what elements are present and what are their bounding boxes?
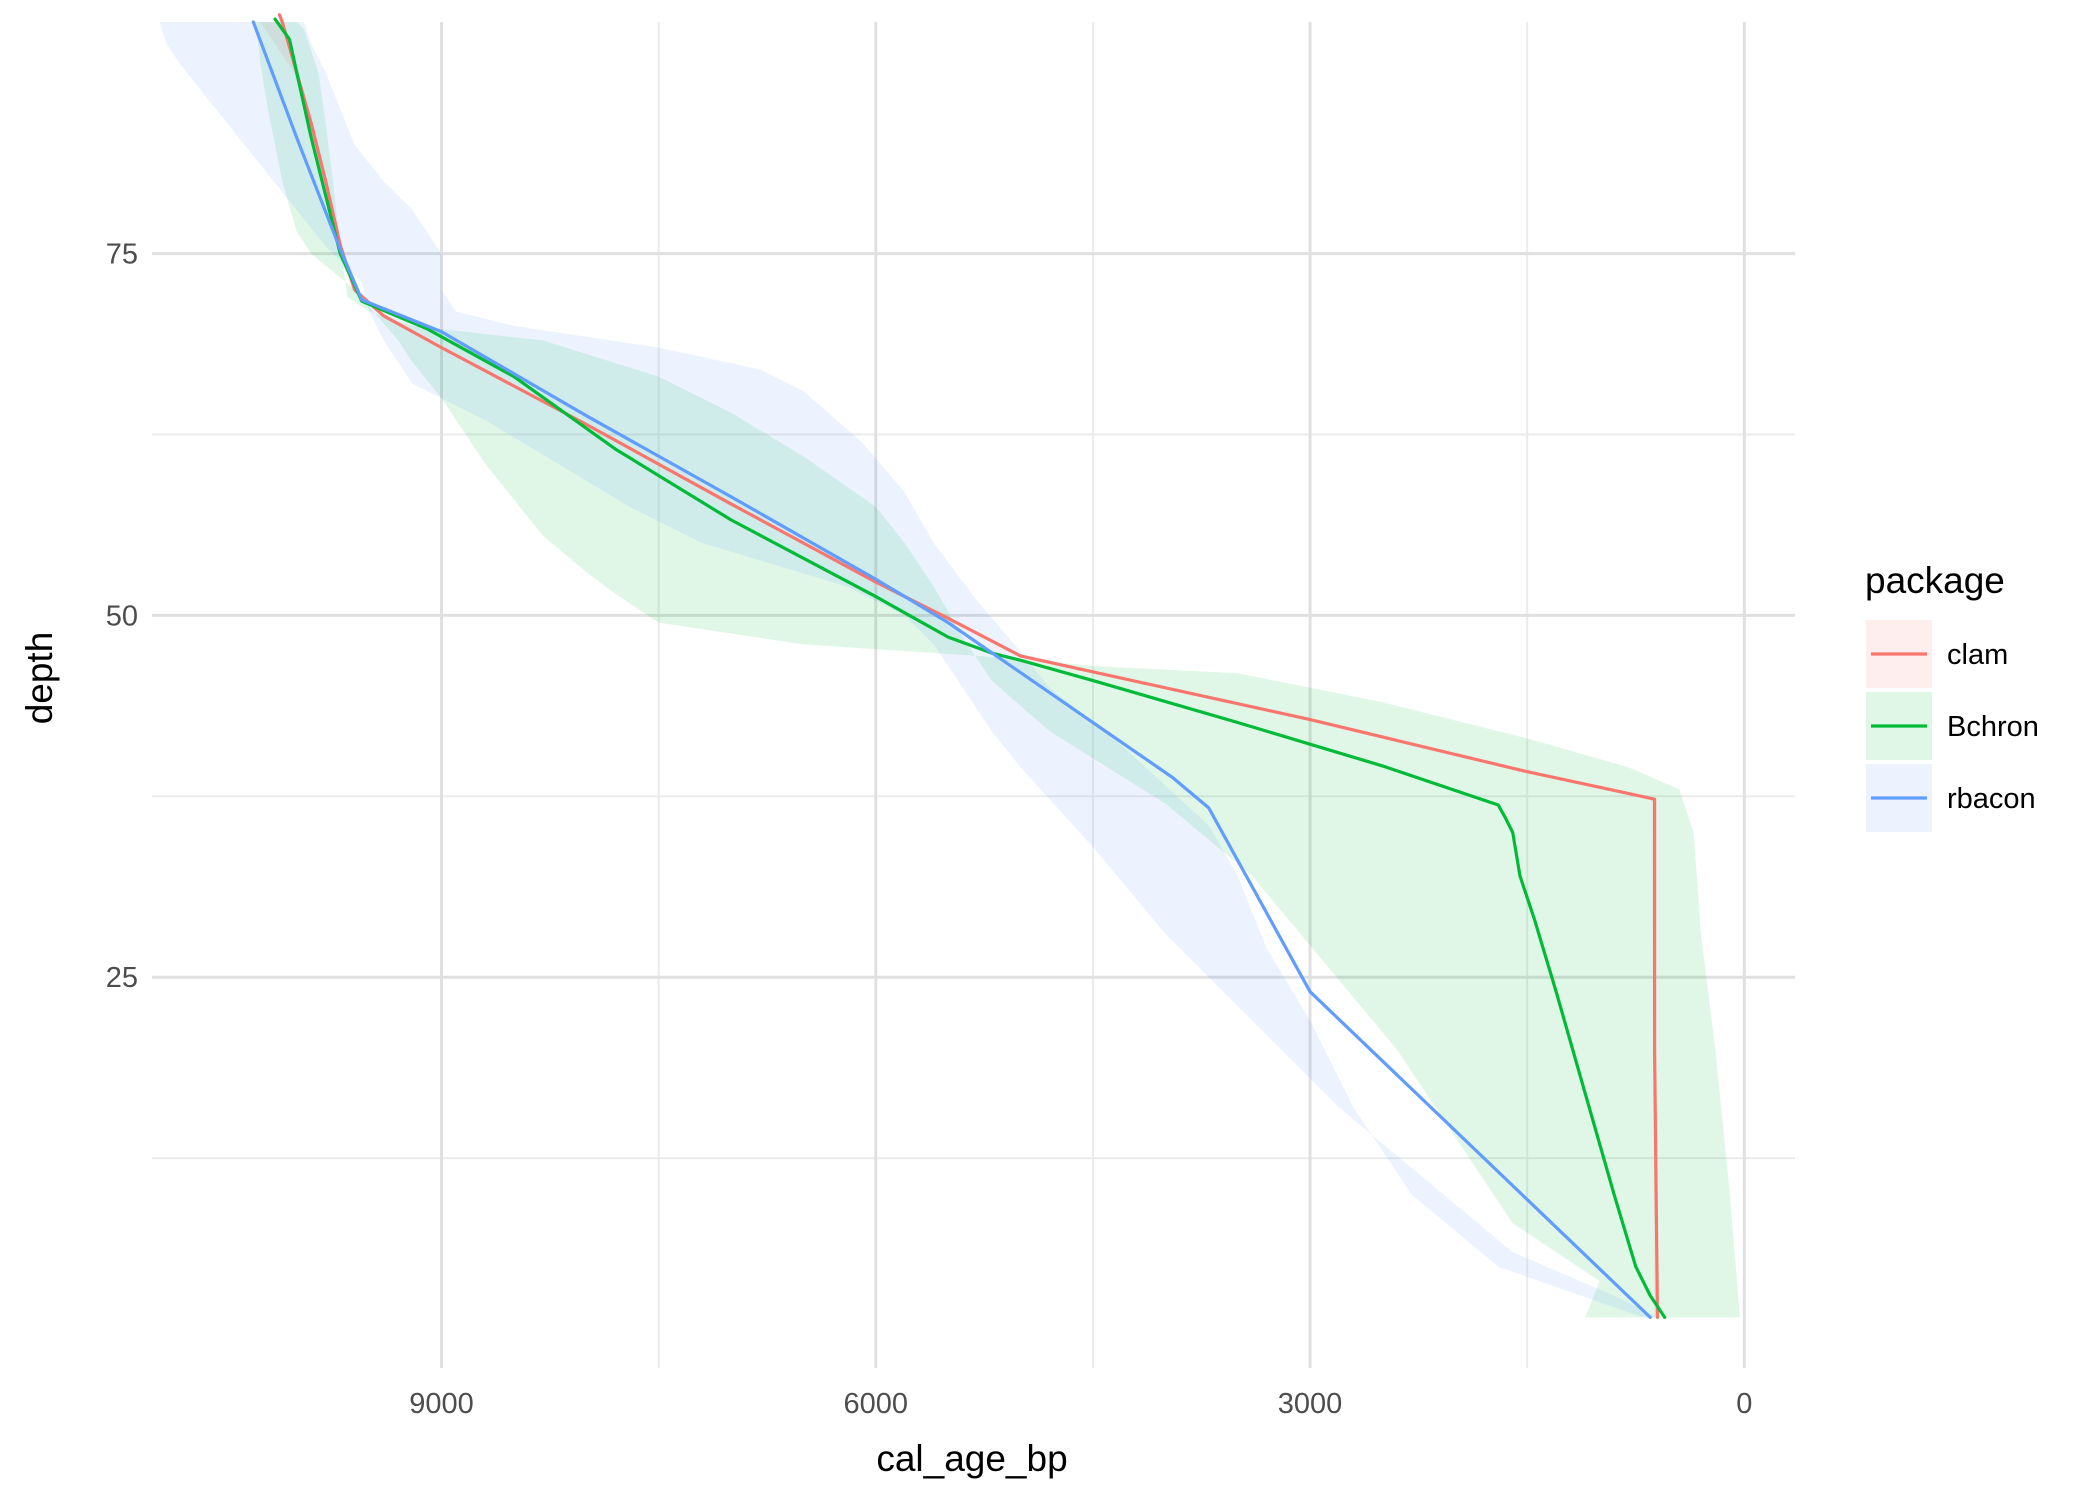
x-tick-label: 3000	[1278, 1388, 1343, 1420]
legend-label-bchron: Bchron	[1947, 711, 2039, 743]
line-clam	[277, 13, 1660, 1319]
x-tick-label: 9000	[409, 1388, 474, 1420]
ribbon-bchron	[256, 22, 1740, 1318]
y-tick-labels: 25 50 75	[106, 239, 138, 995]
x-axis-title: cal_age_bp	[876, 1438, 1067, 1479]
x-tick-labels: 9000 6000 3000 0	[409, 1388, 1752, 1420]
ribbon-rbacon	[159, 22, 1658, 1318]
grid-minor	[152, 22, 1795, 1368]
legend-label-clam: clam	[1947, 639, 2008, 671]
legend-title: package	[1865, 560, 2005, 601]
y-tick-label: 75	[106, 239, 138, 271]
legend: package clam Bchron rbacon	[1865, 560, 2039, 832]
x-tick-label: 0	[1736, 1388, 1752, 1420]
line-rbacon	[251, 20, 1652, 1319]
y-tick-label: 25	[106, 962, 138, 994]
ribbons	[159, 22, 1740, 1318]
legend-label-rbacon: rbacon	[1947, 783, 2036, 815]
series-lines	[251, 13, 1667, 1319]
y-tick-label: 50	[106, 600, 138, 632]
y-axis-title: depth	[19, 632, 60, 725]
x-tick-label: 6000	[844, 1388, 909, 1420]
grid-major	[152, 22, 1795, 1368]
